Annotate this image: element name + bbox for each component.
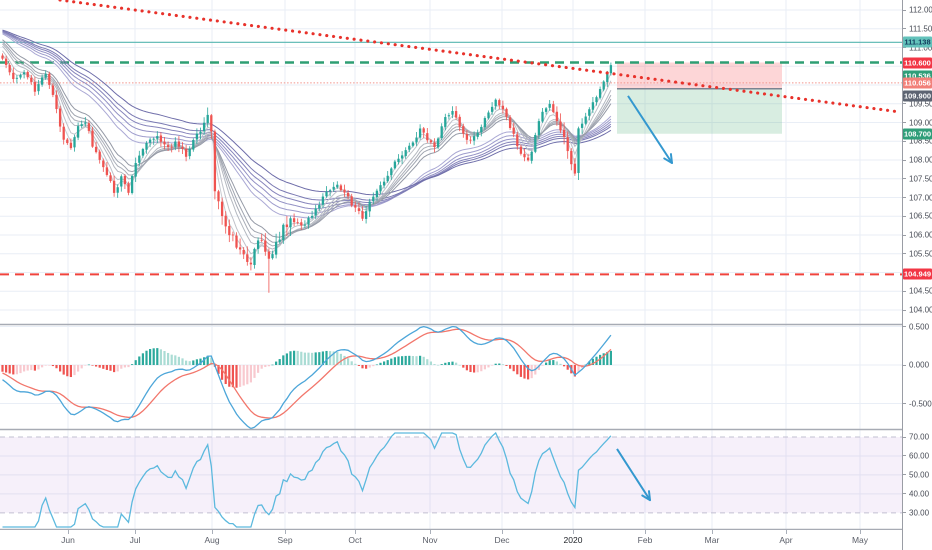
axis-tick (903, 493, 906, 495)
price-badge-111.138: 111.138 (903, 36, 932, 48)
price-axis[interactable]: 112.000111.500111.000109.500109.000108.5… (902, 0, 932, 550)
rsi-axis-label: 40.00 (909, 489, 930, 499)
price-axis-label: 107.000 (909, 193, 932, 202)
chart-panes-canvas[interactable] (0, 0, 902, 530)
price-axis-label: 106.500 (909, 211, 932, 221)
axis-tick (903, 9, 906, 11)
time-tick (135, 530, 136, 534)
price-axis-label: 108.500 (909, 136, 932, 146)
macd-axis-label: 0.500 (909, 322, 930, 331)
price-axis-label: 109.500 (909, 99, 932, 109)
axis-tick (903, 215, 906, 217)
risk-zone (617, 62, 782, 89)
time-axis-label-2020: 2020 (563, 535, 583, 545)
axis-tick (903, 512, 906, 514)
rsi-projection-arrow[interactable] (616, 448, 651, 502)
axis-tick (903, 178, 906, 180)
time-axis-label-Mar: Mar (704, 535, 720, 545)
rsi-overbought-oversold-band (0, 436, 902, 514)
macd-axis-label: -0.500 (909, 399, 932, 408)
price-badge-110.600: 110.600 (903, 57, 932, 68)
price-axis-label: 107.500 (909, 174, 932, 184)
time-tick (786, 530, 787, 534)
macd-axis-label: 0.000 (909, 360, 930, 370)
horizontal-level-lines[interactable] (0, 41, 902, 276)
price-axis-label: 104.000 (909, 305, 932, 315)
ema-ribbon-long (2, 29, 612, 219)
time-axis-label-Jul: Jul (129, 535, 141, 545)
price-badge-104.949: 104.949 (903, 268, 932, 280)
time-axis-label-Nov: Nov (422, 535, 438, 545)
time-axis-label-Oct: Oct (348, 535, 362, 545)
axis-tick (903, 326, 906, 327)
macd-histogram (1, 348, 612, 388)
reward-zone (617, 88, 782, 134)
rsi-axis-label: 70.00 (909, 432, 930, 442)
time-tick (68, 530, 69, 534)
price-badge-110.536: 110.536 (903, 70, 932, 81)
time-axis-label-Feb: Feb (637, 535, 653, 545)
axis-tick (903, 197, 906, 198)
price-badge-110.056: 110.056 (903, 77, 932, 89)
price-badge-109.900: 109.900 (903, 90, 932, 101)
axis-tick (903, 364, 906, 366)
time-axis[interactable]: Jun Jul Aug Sep Oct Nov Dec 2020 Feb Mar Apr May (0, 530, 902, 550)
axis-tick (903, 28, 906, 30)
axis-tick (903, 309, 906, 311)
macd-signal-line (2, 328, 612, 419)
price-axis-label: 104.500 (909, 286, 932, 296)
short-position-tool[interactable] (617, 62, 782, 134)
time-tick (712, 530, 713, 534)
price-axis-label: 109.000 (909, 118, 932, 127)
candles (1, 53, 613, 293)
time-axis-label-Sep: Sep (277, 535, 293, 545)
axis-tick (903, 122, 906, 123)
time-tick (285, 530, 286, 534)
grid-lines (0, 0, 902, 529)
time-tick (212, 530, 213, 534)
axis-tick (903, 140, 906, 142)
price-badge-108.700: 108.700 (903, 128, 932, 140)
time-axis-label-Dec: Dec (494, 535, 510, 545)
rsi-axis-label: 60.00 (909, 451, 930, 461)
price-axis-label: 108.000 (909, 155, 932, 165)
time-tick (860, 530, 861, 534)
price-axis-label: 112.000 (909, 5, 932, 15)
time-tick (355, 530, 356, 534)
price-projection-arrow[interactable] (627, 95, 673, 164)
axis-tick (903, 159, 906, 161)
axis-tick (903, 403, 906, 404)
rsi-axis-label: 30.00 (909, 508, 930, 518)
time-axis-label-Apr: Apr (779, 535, 793, 545)
rsi-axis-label: 50.00 (909, 470, 930, 480)
time-axis-label-Jun: Jun (61, 535, 75, 545)
pane-separators[interactable] (0, 323, 902, 530)
axis-tick (903, 436, 906, 438)
axis-tick (903, 234, 906, 236)
axis-tick (903, 290, 906, 292)
ema-ribbon-short (2, 39, 612, 261)
time-axis-label-May: May (851, 535, 869, 545)
time-tick (573, 530, 574, 534)
time-tick (645, 530, 646, 534)
axis-tick (903, 253, 906, 255)
macd-lines (2, 326, 612, 429)
axis-tick (903, 474, 906, 476)
axis-tick (903, 103, 906, 105)
price-axis-label: 105.500 (909, 249, 932, 259)
macd-line (2, 326, 612, 429)
rsi-line (2, 431, 612, 528)
time-tick (430, 530, 431, 534)
time-axis-label-Aug: Aug (204, 535, 220, 545)
axis-tick (903, 455, 906, 457)
price-axis-label: 106.000 (909, 230, 932, 240)
price-axis-label: 111.500 (909, 24, 932, 34)
time-tick (502, 530, 503, 534)
